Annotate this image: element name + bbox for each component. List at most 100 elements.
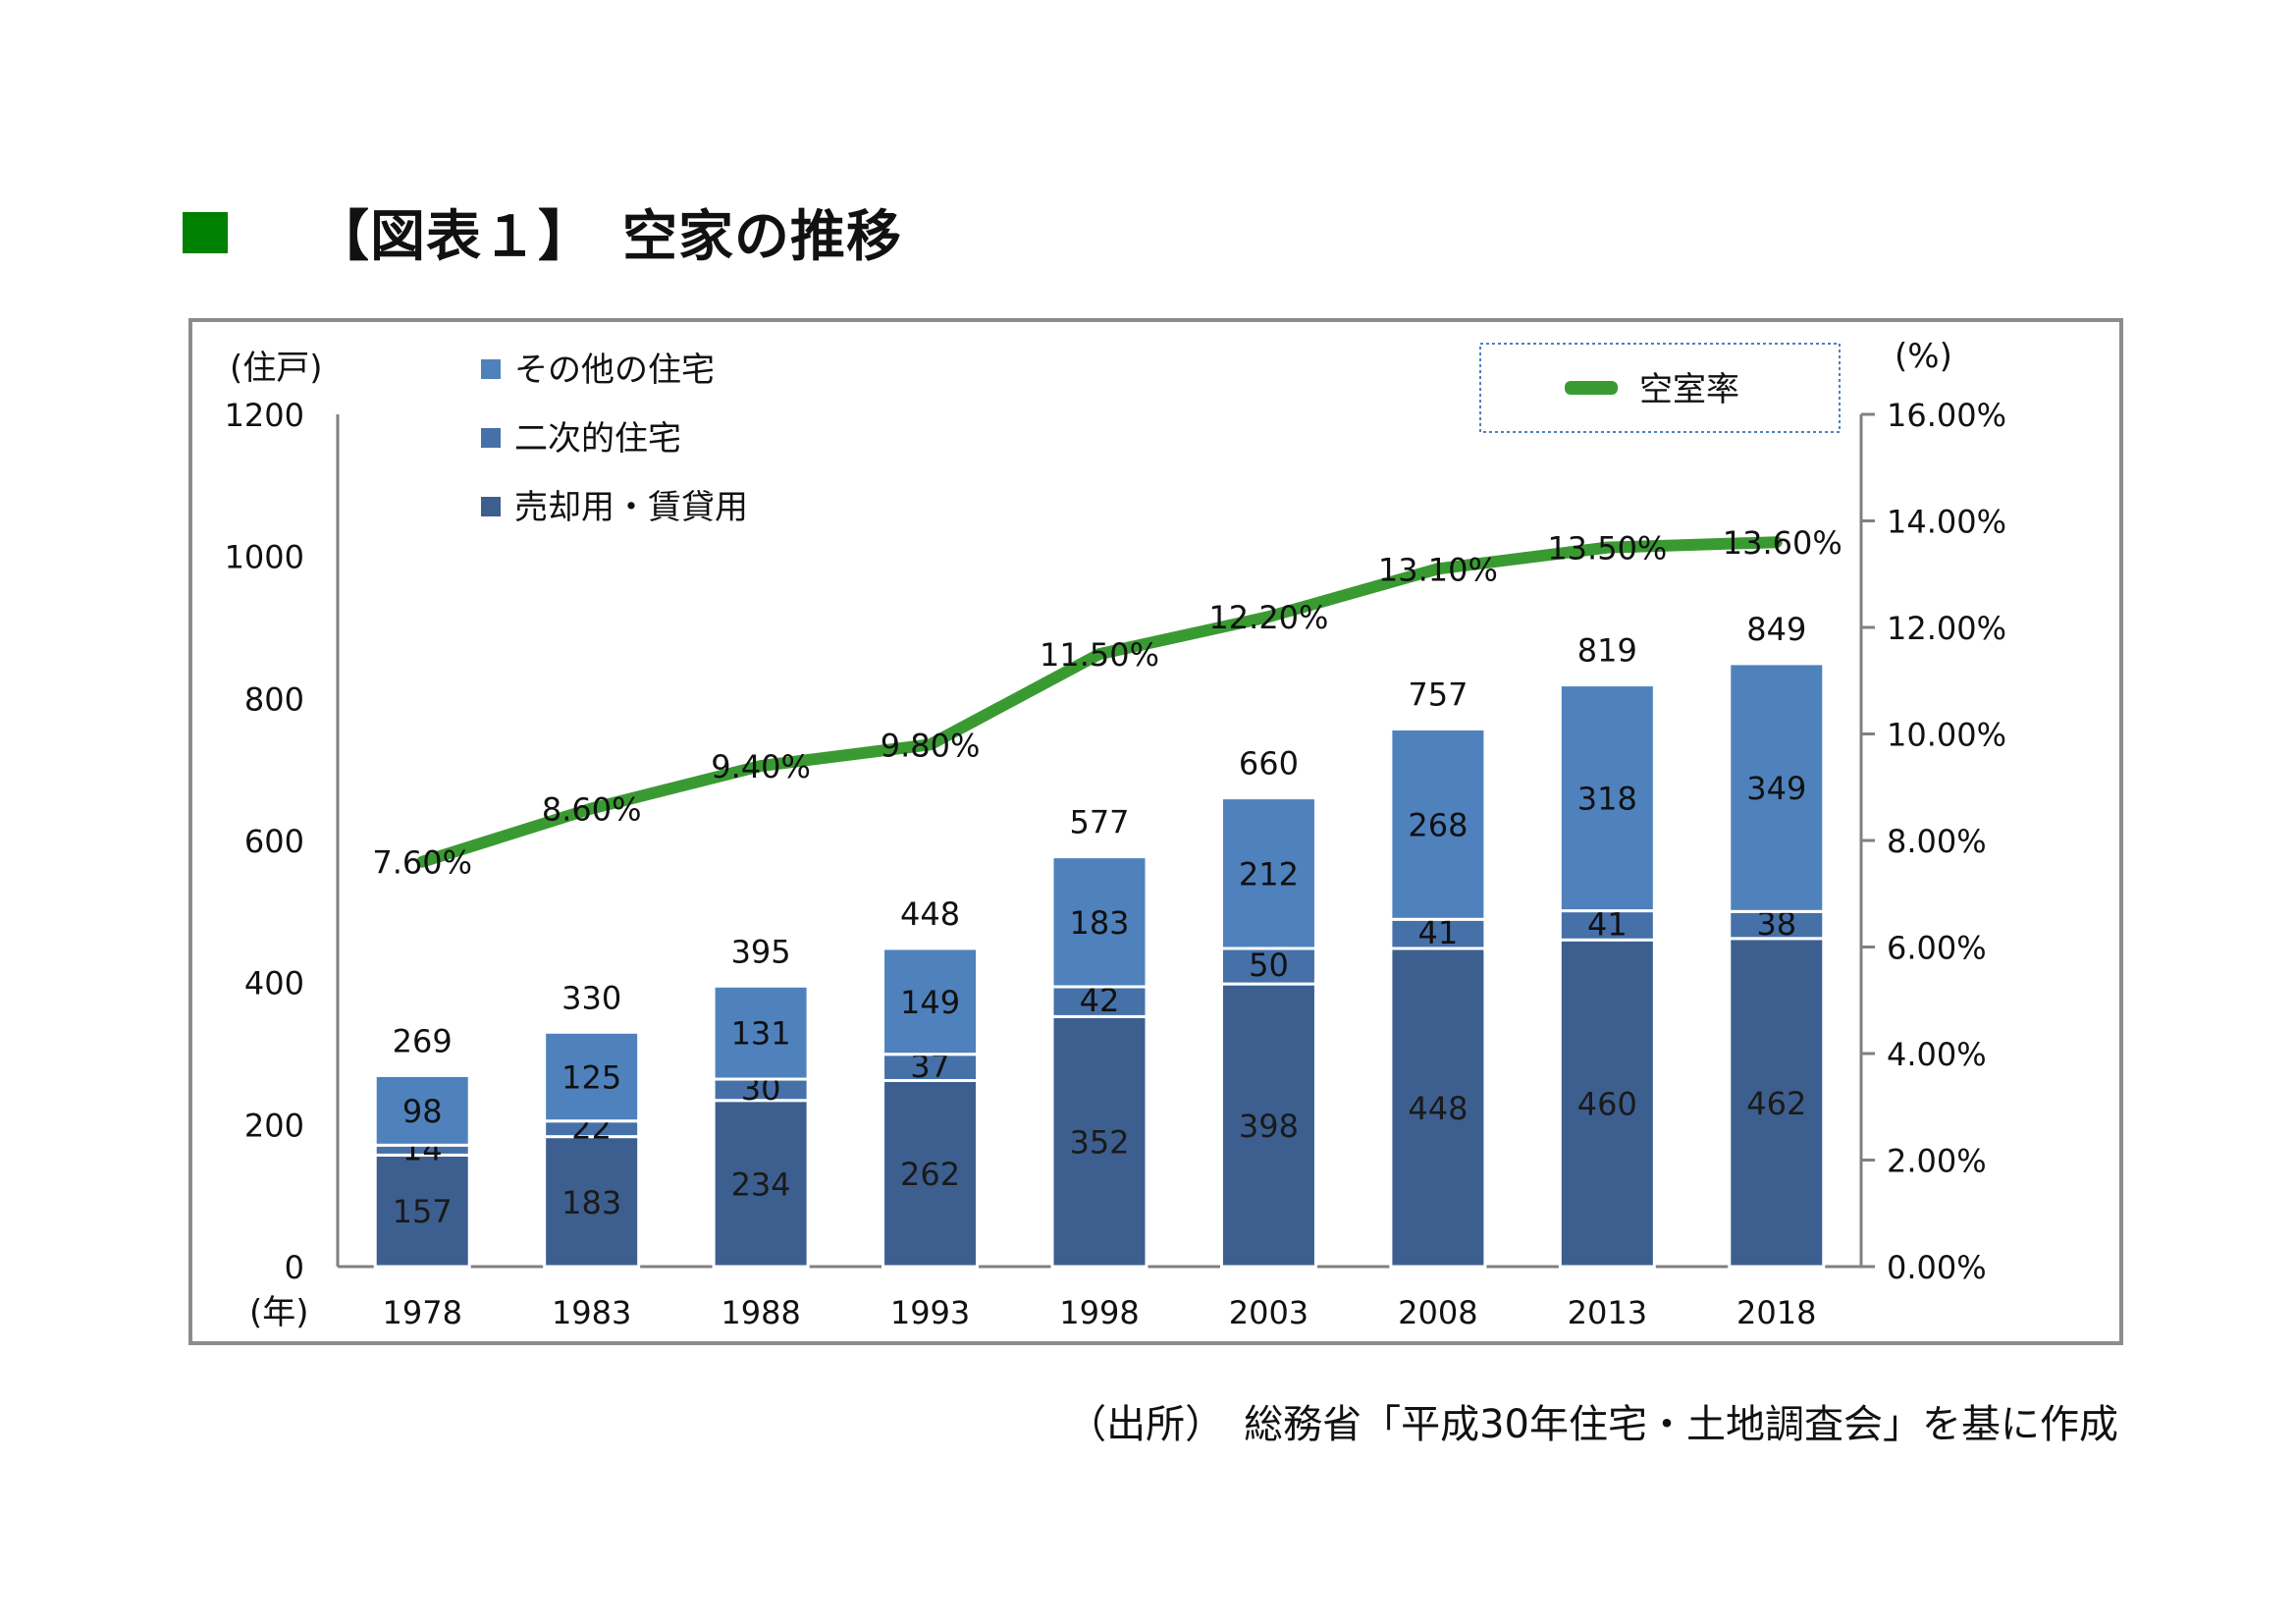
bar-value-label: 448 (1408, 1090, 1468, 1127)
bar-sale-rental (881, 1078, 980, 1269)
bar-value-label: 234 (731, 1165, 791, 1203)
x-tick-label: 1988 (721, 1294, 800, 1331)
x-tick-label: 2013 (1568, 1294, 1647, 1331)
vacancy-rate-point (760, 765, 763, 768)
bar-secondary (1389, 917, 1487, 950)
y2-tick-label: 14.00% (1887, 504, 2006, 541)
y2-tick-label: 10.00% (1887, 717, 2006, 754)
legend-swatch (481, 497, 501, 516)
y2-tick-label: 16.00% (1887, 397, 2006, 434)
legend-label: 空室率 (1639, 370, 1739, 409)
bar-value-label: 462 (1746, 1085, 1806, 1122)
y-tick-label: 800 (244, 680, 304, 718)
page-title: 【図表１】 空家の推移 (314, 205, 902, 269)
y2-axis-label: (%) (1895, 337, 1952, 376)
y-tick-label: 0 (285, 1249, 304, 1286)
y-tick-label: 1200 (225, 397, 304, 434)
vacancy-rate-label: 13.60% (1723, 524, 1842, 562)
bar-value-label: 183 (1069, 904, 1129, 942)
legend-label: 二次的住宅 (514, 419, 681, 459)
bar-value-label: 352 (1069, 1124, 1129, 1162)
bar-value-label: 125 (561, 1059, 621, 1097)
vacancy-rate-point (1775, 541, 1778, 544)
bar-other (712, 984, 810, 1081)
bar-value-label: 318 (1577, 781, 1637, 818)
bar-other (1558, 683, 1656, 913)
bar-total-label: 849 (1746, 611, 1806, 648)
bar-other (1728, 662, 1826, 913)
bar-total-label: 330 (561, 979, 621, 1016)
bar-other (1219, 796, 1317, 950)
bar-secondary (1558, 909, 1656, 942)
y-tick-label: 1000 (225, 539, 304, 576)
bar-value-label: 183 (561, 1184, 621, 1221)
y-tick-label: 400 (244, 965, 304, 1002)
bar-sale-rental (1050, 1014, 1148, 1269)
bar-value-label: 398 (1239, 1108, 1299, 1145)
legend-line-swatch (1565, 381, 1618, 395)
bar-sale-rental (1219, 982, 1317, 1269)
y2-tick-label: 12.00% (1887, 610, 2006, 647)
title-marker (183, 212, 228, 253)
bar-sale-rental (1389, 947, 1487, 1269)
vacancy-rate-label: 13.10% (1378, 551, 1498, 588)
y2-tick-label: 8.00% (1887, 823, 1987, 860)
bar-value-label: 212 (1239, 855, 1299, 893)
bar-total-label: 395 (731, 933, 791, 970)
bar-other (881, 947, 980, 1056)
bar-value-label: 149 (900, 984, 960, 1021)
y2-tick-label: 4.00% (1887, 1036, 1987, 1073)
bar-value-label: 460 (1577, 1086, 1637, 1123)
vacancy-rate-point (1098, 653, 1100, 656)
vacancy-rate-label: 9.80% (881, 727, 981, 764)
legend-swatch (481, 428, 501, 448)
vacancy-rate-point (1606, 546, 1609, 549)
vacancy-rate-label: 11.50% (1040, 636, 1159, 674)
bar-other (543, 1030, 641, 1123)
vacancy-rate-point (929, 743, 932, 746)
bar-total-label: 448 (900, 895, 960, 933)
y2-tick-label: 0.00% (1887, 1249, 1987, 1286)
bar-sale-rental (543, 1135, 641, 1269)
bar-secondary (1219, 947, 1317, 986)
bar-value-label: 50 (1249, 947, 1289, 984)
y-axis-label: (住戸) (230, 349, 323, 388)
y-tick-label: 200 (244, 1107, 304, 1144)
bar-secondary (1728, 909, 1826, 941)
x-tick-label: 1998 (1059, 1294, 1139, 1331)
bar-other (373, 1073, 471, 1147)
bar-value-label: 157 (393, 1193, 453, 1230)
vacancy-rate-label: 13.50% (1547, 530, 1667, 568)
bar-total-label: 660 (1239, 745, 1299, 783)
vacancy-rate-point (1267, 616, 1270, 619)
y2-tick-label: 2.00% (1887, 1143, 1987, 1180)
bar-sale-rental (712, 1099, 810, 1269)
bar-total-label: 757 (1408, 676, 1468, 713)
legend-box (1479, 343, 1841, 433)
bar-value-label: 268 (1408, 806, 1468, 843)
vacancy-rate-label: 7.60% (372, 844, 472, 882)
bar-other (1389, 727, 1487, 921)
vacancy-rate-point (421, 860, 424, 863)
x-tick-label: 1993 (890, 1294, 970, 1331)
y2-tick-label: 6.00% (1887, 930, 1987, 967)
bar-secondary (1050, 985, 1148, 1018)
x-tick-label: 1983 (552, 1294, 631, 1331)
bar-other (1050, 855, 1148, 989)
bar-sale-rental (1558, 938, 1656, 1269)
bar-value-label: 131 (731, 1015, 791, 1053)
bar-total-label: 269 (393, 1022, 453, 1059)
x-axis-label: (年) (249, 1293, 309, 1332)
vacancy-rate-label: 12.20% (1208, 599, 1328, 636)
y-tick-label: 600 (244, 823, 304, 860)
bar-total-label: 577 (1069, 804, 1129, 841)
x-tick-label: 1978 (383, 1294, 462, 1331)
vacancy-rate-point (590, 807, 593, 810)
vacancy-rate-label: 8.60% (542, 790, 642, 828)
legend-swatch (481, 359, 501, 379)
vacancy-rate-point (1436, 568, 1439, 570)
bar-value-label: 349 (1746, 770, 1806, 807)
x-tick-label: 2018 (1736, 1294, 1816, 1331)
chart-frame (188, 318, 2123, 1345)
